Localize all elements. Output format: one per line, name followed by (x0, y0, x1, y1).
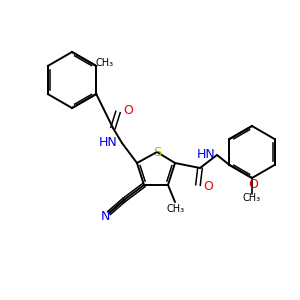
Text: CH₃: CH₃ (96, 58, 114, 68)
Text: HN: HN (196, 148, 215, 161)
Text: CH₃: CH₃ (243, 193, 261, 203)
Text: S: S (153, 146, 161, 158)
Text: O: O (123, 104, 133, 118)
Text: N: N (100, 209, 110, 223)
Text: CH₃: CH₃ (167, 204, 185, 214)
Text: O: O (248, 178, 258, 190)
Text: O: O (203, 179, 213, 193)
Text: HN: HN (99, 136, 118, 149)
